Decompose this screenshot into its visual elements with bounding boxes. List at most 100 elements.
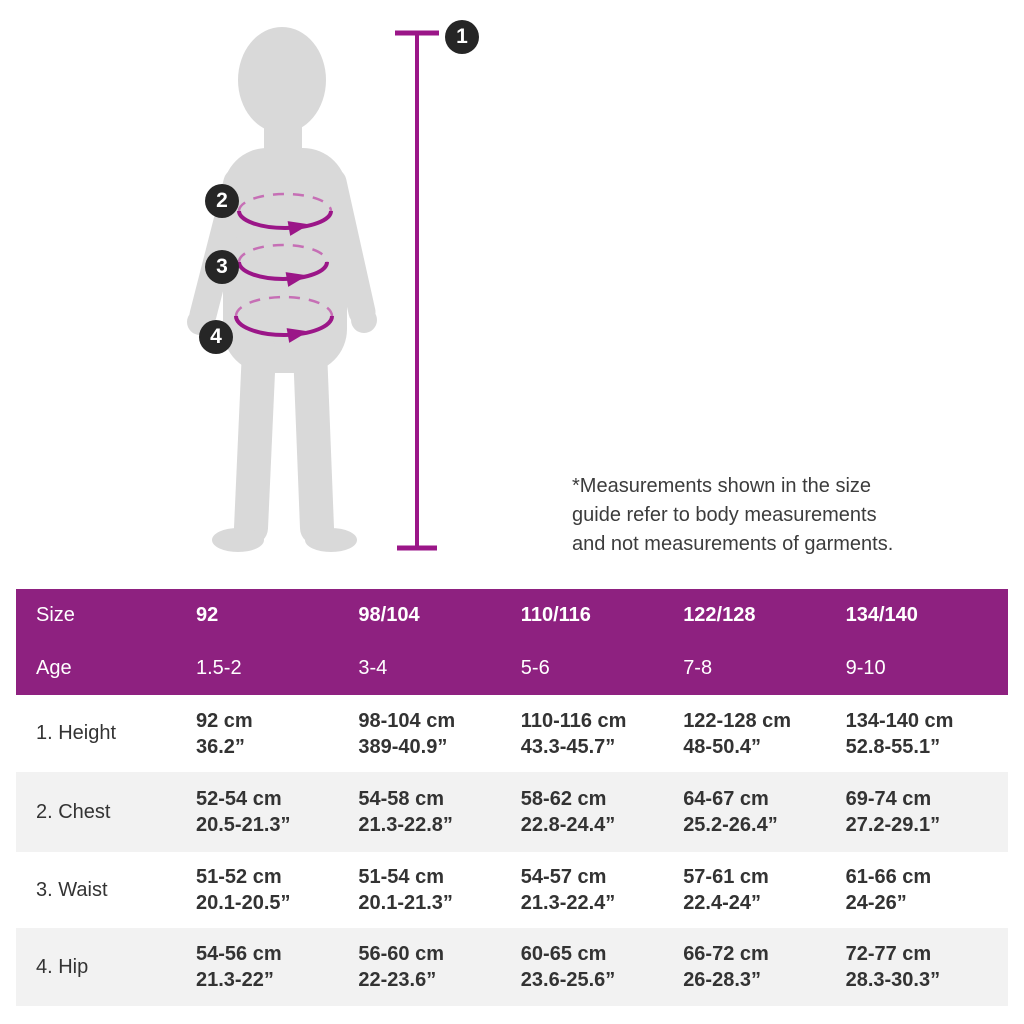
- cm-value: 52-54 cm: [196, 788, 282, 810]
- table-row-waist: 3. Waist 51-52 cm 20.1-20.5” 51-54 cm 20…: [16, 852, 1008, 928]
- inch-value: 23.6-25.6”: [520, 969, 616, 991]
- chest-cell: 58-62 cm 22.8-24.4”: [521, 786, 683, 838]
- chest-cell: 54-58 cm 21.3-22.8”: [358, 786, 520, 838]
- table-body: 1. Height 92 cm 36.2” 98-104 cm 389-40.9…: [16, 695, 1008, 1006]
- measurement-disclaimer: *Measurements shown in the size guide re…: [572, 472, 952, 559]
- inch-value: 22.4-24”: [683, 892, 762, 914]
- cm-value: 134-140 cm: [845, 709, 954, 732]
- height-cell: 92 cm 36.2”: [196, 708, 358, 760]
- height-cell: 134-140 cm 52.8-55.1”: [846, 708, 1008, 760]
- disclaimer-line: and not measurements of garments.: [572, 533, 894, 555]
- size-header-label: Size: [36, 604, 75, 626]
- height-cell: 110-116 cm 43.3-45.7”: [521, 708, 683, 760]
- inch-value: 22.8-24.4”: [520, 814, 616, 836]
- marker-1-height-badge: 1: [445, 20, 479, 54]
- size-header-row: Size 92 98/104 110/116 122/128 134/140: [16, 589, 1008, 642]
- inch-value: 48-50.4”: [683, 735, 762, 758]
- cm-value: 60-65 cm: [520, 943, 607, 965]
- measurement-figure: [187, 27, 439, 552]
- row-label-waist: 3. Waist: [36, 878, 108, 901]
- cm-value: 56-60 cm: [358, 943, 445, 965]
- table-row-hip: 4. Hip 54-56 cm 21.3-22” 56-60 cm 22-23.…: [16, 928, 1008, 1006]
- cm-value: 51-52 cm: [196, 866, 282, 888]
- age-col-2: 3-4: [358, 657, 388, 679]
- age-col-3: 5-6: [520, 657, 550, 679]
- cm-value: 98-104 cm: [358, 709, 456, 732]
- age-header-row: Age 1.5-2 3-4 5-6 7-8 9-10: [16, 642, 1008, 695]
- size-col-92: 92: [196, 604, 219, 626]
- inch-value: 43.3-45.7”: [520, 735, 616, 758]
- waist-cell: 51-52 cm 20.1-20.5”: [196, 864, 358, 916]
- chest-measure-ellipse-icon: [237, 192, 333, 236]
- table-row-height: 1. Height 92 cm 36.2” 98-104 cm 389-40.9…: [16, 695, 1008, 772]
- waist-measure-ellipse-icon: [237, 243, 329, 287]
- inch-value: 20.1-20.5”: [196, 892, 291, 914]
- marker-2-chest-badge: 2: [205, 184, 239, 218]
- child-silhouette-icon: [187, 27, 377, 552]
- cm-value: 51-54 cm: [358, 866, 445, 888]
- hip-cell: 56-60 cm 22-23.6”: [358, 941, 520, 993]
- inch-value: 20.5-21.3”: [196, 814, 291, 836]
- hip-cell: 66-72 cm 26-28.3”: [683, 941, 845, 993]
- inch-value: 21.3-22.8”: [358, 814, 453, 836]
- inch-value: 25.2-26.4”: [683, 814, 778, 836]
- disclaimer-line: *Measurements shown in the size: [572, 475, 872, 497]
- cm-value: 66-72 cm: [683, 943, 769, 965]
- chest-cell: 64-67 cm 25.2-26.4”: [683, 786, 845, 838]
- row-label-height: 1. Height: [36, 722, 117, 744]
- size-col-122-128: 122/128: [683, 604, 756, 626]
- inch-value: 36.2”: [196, 735, 245, 758]
- height-cell: 122-128 cm 48-50.4”: [683, 708, 845, 760]
- row-label-hip: 4. Hip: [36, 955, 89, 978]
- chest-cell: 69-74 cm 27.2-29.1”: [846, 786, 1008, 838]
- size-col-110-116: 110/116: [520, 604, 591, 626]
- disclaimer-line: guide refer to body measurements: [572, 504, 877, 526]
- cm-value: 54-56 cm: [196, 943, 282, 965]
- chest-cell: 52-54 cm 20.5-21.3”: [196, 786, 358, 838]
- waist-cell: 51-54 cm 20.1-21.3”: [358, 864, 520, 916]
- size-guide-table: Size 92 98/104 110/116 122/128 134/140 A…: [16, 589, 1008, 1006]
- hip-measure-ellipse-icon: [234, 295, 334, 343]
- inch-value: 24-26”: [845, 892, 907, 914]
- age-header-label: Age: [36, 657, 72, 679]
- inch-value: 21.3-22”: [196, 969, 274, 991]
- cm-value: 110-116 cm: [520, 709, 627, 732]
- cm-value: 57-61 cm: [683, 866, 769, 888]
- cm-value: 69-74 cm: [845, 788, 932, 810]
- cm-value: 54-57 cm: [520, 866, 607, 888]
- inch-value: 27.2-29.1”: [845, 814, 941, 836]
- table-row-chest: 2. Chest 52-54 cm 20.5-21.3” 54-58 cm 21…: [16, 772, 1008, 852]
- height-measure-line-icon: [395, 30, 439, 551]
- hip-cell: 54-56 cm 21.3-22”: [196, 941, 358, 993]
- cm-value: 72-77 cm: [845, 943, 932, 965]
- cm-value: 92 cm: [196, 709, 253, 732]
- cm-value: 122-128 cm: [683, 709, 792, 732]
- marker-4-hip-badge: 4: [199, 320, 233, 354]
- marker-3-waist-badge: 3: [205, 250, 239, 284]
- cm-value: 61-66 cm: [845, 866, 932, 888]
- cm-value: 64-67 cm: [683, 788, 769, 810]
- inch-value: 20.1-21.3”: [358, 892, 453, 914]
- height-cell: 98-104 cm 389-40.9”: [358, 708, 520, 760]
- inch-value: 22-23.6”: [358, 969, 437, 991]
- age-col-5: 9-10: [845, 657, 886, 679]
- size-col-134-140: 134/140: [845, 604, 918, 626]
- row-label-chest: 2. Chest: [36, 800, 111, 823]
- cm-value: 58-62 cm: [520, 788, 607, 810]
- hip-cell: 60-65 cm 23.6-25.6”: [521, 941, 683, 993]
- age-col-1: 1.5-2: [196, 657, 242, 679]
- waist-cell: 54-57 cm 21.3-22.4”: [521, 864, 683, 916]
- inch-value: 26-28.3”: [683, 969, 762, 991]
- inch-value: 21.3-22.4”: [520, 892, 616, 914]
- table-header: Size 92 98/104 110/116 122/128 134/140 A…: [16, 589, 1008, 695]
- hip-cell: 72-77 cm 28.3-30.3”: [846, 941, 1008, 993]
- age-col-4: 7-8: [683, 657, 713, 679]
- inch-value: 389-40.9”: [358, 735, 448, 758]
- inch-value: 28.3-30.3”: [845, 969, 941, 991]
- cm-value: 54-58 cm: [358, 788, 445, 810]
- waist-cell: 57-61 cm 22.4-24”: [683, 864, 845, 916]
- inch-value: 52.8-55.1”: [845, 735, 941, 758]
- size-col-98-104: 98/104: [358, 604, 420, 626]
- waist-cell: 61-66 cm 24-26”: [846, 864, 1008, 916]
